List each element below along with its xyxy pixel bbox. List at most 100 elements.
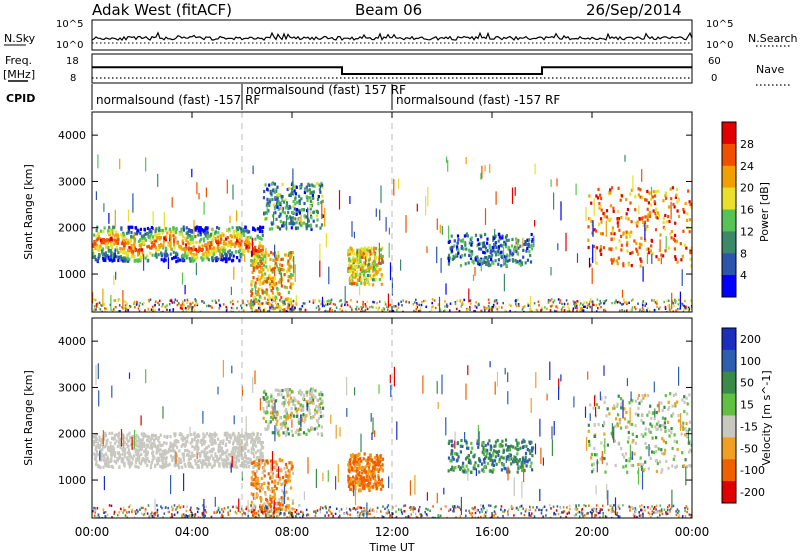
y-tick-label: 4000 <box>58 335 86 348</box>
x-tick-label: 08:00 <box>275 525 310 539</box>
colorbar-swatch <box>722 143 736 167</box>
colorbar-tick-label: -15 <box>740 420 758 433</box>
velocity-ylabel: Slant Range [km] <box>22 370 35 466</box>
feature-streak <box>587 186 692 268</box>
colorbar-swatch <box>722 328 736 351</box>
colorbar-swatch <box>722 122 736 145</box>
nsearch-tick-high: 10^5 <box>706 19 733 30</box>
colorbar-swatch <box>722 231 736 254</box>
colorbar-swatch <box>722 371 736 395</box>
cpid-segment-label: normalsound (fast) -157 RF <box>96 93 260 107</box>
colorbar-swatch <box>722 165 736 189</box>
date-title: 26/Sep/2014 <box>586 1 682 19</box>
colorbar-swatch <box>722 459 736 482</box>
feature-patch <box>347 246 385 287</box>
x-tick-label: 00:00 <box>75 525 110 539</box>
colorbar-tick-label: 4 <box>740 269 747 282</box>
colorbar-tick-label: 50 <box>740 377 754 390</box>
nsky-tick-low: 10^0 <box>56 40 83 51</box>
y-tick-label: 2000 <box>58 428 86 441</box>
colorbar-swatch <box>722 415 736 438</box>
colorbar-tick-label: -50 <box>740 442 758 455</box>
freq-panel: Freq. [MHz] 18 8 60 0 Nave <box>3 53 790 86</box>
y-tick-label: 2000 <box>58 222 86 235</box>
velocity-x-ticks: 00:00 04:00 08:00 12:00 16:00 20:00 00:00 <box>75 318 710 539</box>
colorbar-swatch <box>722 349 736 373</box>
power-colorbar: 4 8 12 16 20 24 28 <box>721 121 754 298</box>
nave-label: Nave <box>756 63 784 76</box>
nsearch-label: N.Search <box>748 32 798 45</box>
noise-speckles <box>92 154 692 312</box>
colorbar-tick-label: 8 <box>740 247 747 260</box>
x-tick-label: 00:00 <box>675 525 710 539</box>
colorbar-tick-label: 16 <box>740 204 754 217</box>
colorbar-tick-label: 20 <box>740 182 754 195</box>
nsearch-tick-low: 10^0 <box>706 40 733 51</box>
power-x-ticks <box>91 112 693 312</box>
time-axis-label: Time UT <box>368 541 414 554</box>
colorbar-tick-label: 24 <box>740 160 754 173</box>
power-colorbar-label: Power [dB] <box>758 182 771 242</box>
colorbar-swatch <box>722 253 736 276</box>
y-tick-label: 1000 <box>58 268 86 281</box>
colorbar-tick-label: -100 <box>740 464 765 477</box>
x-tick-label: 12:00 <box>375 525 410 539</box>
nsky-panel: N.Sky 10^5 10^0 10^5 10^0 N.Search <box>4 19 798 51</box>
velocity-y-axis: 1000 2000 3000 4000 <box>58 335 692 487</box>
station-title: Adak West (fitACF) <box>92 1 232 19</box>
power-y-axis: 1000 2000 3000 4000 <box>58 129 692 281</box>
beam-title: Beam 06 <box>355 1 422 19</box>
freq-unit-label: [MHz] <box>3 68 35 81</box>
colorbar-swatch <box>722 187 736 210</box>
colorbar-tick-label: 15 <box>740 399 754 412</box>
noise-speckles <box>92 359 692 518</box>
freq-frame <box>91 53 693 84</box>
feature-band <box>92 431 265 470</box>
cpid-row: CPID normalsound (fast) -157 RFnormalsou… <box>6 83 560 110</box>
x-tick-label: 04:00 <box>175 525 210 539</box>
x-tick-label: 20:00 <box>575 525 610 539</box>
velocity-colorbar: 200 100 50 15 -15 -50 -100 -200 <box>721 327 765 504</box>
colorbar-frame <box>721 121 737 298</box>
feature-patch <box>249 250 295 312</box>
nsky-frame <box>91 19 693 51</box>
freq-trace <box>92 66 692 75</box>
feature-patch <box>447 438 535 474</box>
freq-label: Freq. <box>5 54 32 67</box>
feature-patch <box>347 452 385 493</box>
feature-streak <box>262 181 325 231</box>
nave-tick-low: 0 <box>711 73 717 84</box>
velocity-colorbar-label: Velocity [m s^-1] <box>760 370 773 465</box>
colorbar-swatch <box>722 275 736 298</box>
power-panel: 1000 2000 3000 4000 Slant Range [km] 4 8 12 16… <box>22 111 771 313</box>
colorbar-tick-label: -200 <box>740 486 765 499</box>
colorbar-swatch <box>722 437 736 460</box>
freq-tick-low: 8 <box>70 73 76 84</box>
nsky-tick-high: 10^5 <box>56 19 83 30</box>
colorbar-tick-label: 12 <box>740 225 754 238</box>
colorbar-tick-label: 28 <box>740 138 754 151</box>
cpid-segment-label: normalsound (fast) -157 RF <box>396 93 560 107</box>
y-tick-label: 3000 <box>58 381 86 394</box>
colorbar-frame <box>721 327 737 504</box>
nsky-series <box>91 31 693 41</box>
colorbar-swatch <box>722 481 736 504</box>
colorbar-swatch <box>722 393 736 416</box>
x-tick-label: 16:00 <box>475 525 510 539</box>
nave-tick-high: 60 <box>708 56 721 67</box>
feature-patch <box>447 232 534 268</box>
cpid-label: CPID <box>6 92 35 105</box>
power-ylabel: Slant Range [km] <box>22 164 35 260</box>
colorbar-swatch <box>722 209 736 232</box>
power-marks <box>92 112 692 312</box>
cpid-segment-label: normalsound (fast) 157 RF <box>246 83 406 97</box>
nsky-label: N.Sky <box>4 32 36 45</box>
feature-band <box>92 225 265 264</box>
colorbar-tick-label: 100 <box>740 355 761 368</box>
velocity-panel: 1000 2000 3000 4000 00:00 04:00 08:00 12:00 16:… <box>22 317 773 554</box>
colorbar-tick-label: 200 <box>740 333 761 346</box>
velocity-marks <box>92 318 692 518</box>
freq-tick-high: 18 <box>66 56 79 67</box>
